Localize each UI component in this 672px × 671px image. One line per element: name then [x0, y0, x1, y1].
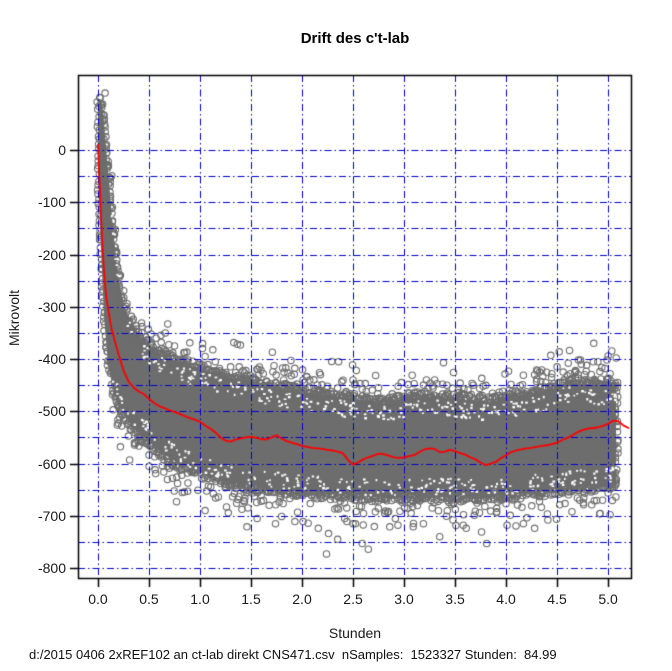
y-tick-label: -400 [37, 351, 66, 368]
x-tick-label: 5.0 [598, 591, 618, 607]
y-tick-label: -200 [37, 246, 66, 263]
x-tick-label: 2.0 [292, 591, 312, 607]
x-tick-label: 3.0 [394, 591, 414, 607]
y-tick-label: -700 [37, 507, 66, 524]
x-tick-label: 2.5 [343, 591, 363, 607]
source-caption: d:/2015 0406 2xREF102 an ct-lab direkt C… [29, 647, 557, 662]
x-tick-label: 0.5 [139, 591, 159, 607]
y-tick-label: -500 [37, 403, 66, 420]
y-tick-label: -600 [37, 455, 66, 472]
x-axis-label: Stunden [328, 625, 382, 641]
y-tick-label: -300 [37, 298, 66, 315]
y-tick-label: -800 [37, 560, 66, 577]
x-tick-label: 4.0 [496, 591, 516, 607]
chart-title: Drift des c't-lab [300, 30, 410, 47]
y-tick-label: 0 [58, 141, 66, 158]
x-tick-label: 3.5 [445, 591, 465, 607]
y-tick-label: -100 [37, 194, 66, 211]
x-tick-label: 0.0 [88, 591, 108, 607]
x-tick-label: 1.0 [190, 591, 210, 607]
x-tick-label: 4.5 [547, 591, 567, 607]
x-tick-label: 1.5 [241, 591, 261, 607]
